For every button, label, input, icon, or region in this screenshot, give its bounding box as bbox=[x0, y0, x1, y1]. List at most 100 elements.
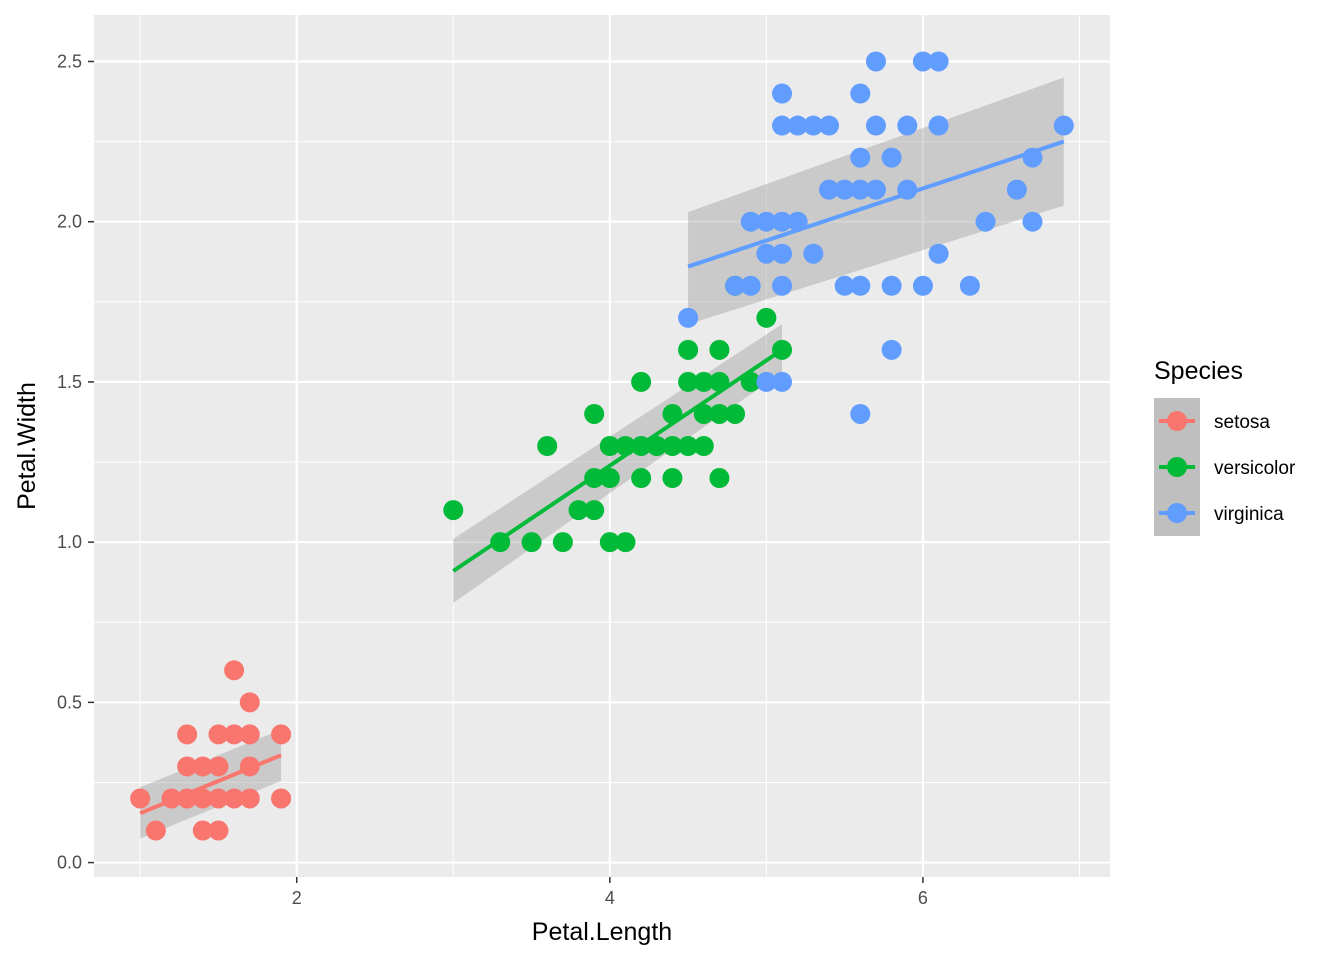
point-versicolor-14 bbox=[631, 371, 652, 392]
point-versicolor-19 bbox=[662, 436, 683, 456]
point-setosa-15 bbox=[224, 788, 245, 809]
y-axis: 0.0 0.5 1.0 1.5 2.0 2.5 bbox=[57, 51, 94, 873]
point-virginica-20 bbox=[834, 275, 855, 296]
legend-label-virginica: virginica bbox=[1214, 504, 1284, 525]
fit-lines bbox=[139, 139, 1065, 816]
point-virginica-2 bbox=[740, 211, 761, 232]
point-virginica-5 bbox=[756, 243, 777, 264]
point-virginica-9 bbox=[772, 211, 793, 232]
point-virginica-13 bbox=[787, 115, 808, 136]
point-virginica-6 bbox=[756, 371, 777, 392]
point-virginica-15 bbox=[803, 115, 824, 136]
point-virginica-11 bbox=[772, 275, 793, 296]
point-setosa-10 bbox=[208, 756, 229, 777]
point-versicolor-13 bbox=[615, 532, 636, 553]
point-versicolor-26 bbox=[693, 436, 714, 456]
point-virginica-21 bbox=[850, 83, 871, 104]
point-versicolor-33 bbox=[740, 371, 761, 392]
point-versicolor-3 bbox=[537, 436, 558, 456]
x-tick-label-0: 2 bbox=[292, 888, 302, 908]
legend-key-point-virginica bbox=[1167, 503, 1187, 523]
point-setosa-17 bbox=[239, 724, 260, 745]
point-setosa-16 bbox=[239, 692, 260, 713]
point-virginica-7 bbox=[772, 83, 793, 104]
point-virginica-1 bbox=[725, 275, 746, 296]
point-setosa-3 bbox=[177, 724, 198, 745]
y-tick-label-2: 1.0 bbox=[57, 532, 82, 552]
point-versicolor-31 bbox=[725, 403, 746, 424]
legend-key-point-setosa bbox=[1167, 411, 1187, 431]
legend-label-setosa: setosa bbox=[1214, 412, 1270, 433]
point-versicolor-29 bbox=[709, 403, 730, 424]
point-versicolor-16 bbox=[631, 468, 652, 489]
point-virginica-25 bbox=[850, 403, 871, 424]
point-virginica-35 bbox=[912, 275, 933, 296]
point-setosa-19 bbox=[239, 788, 260, 809]
point-setosa-7 bbox=[192, 788, 213, 809]
point-setosa-1 bbox=[145, 820, 166, 841]
fit-line-versicolor bbox=[452, 348, 784, 573]
point-virginica-17 bbox=[818, 115, 839, 136]
point-setosa-12 bbox=[208, 820, 229, 841]
point-virginica-30 bbox=[881, 275, 902, 296]
point-virginica-37 bbox=[928, 115, 949, 136]
point-virginica-16 bbox=[803, 243, 824, 264]
x-tick-label-1: 4 bbox=[605, 888, 615, 908]
point-virginica-19 bbox=[834, 179, 855, 200]
point-versicolor-24 bbox=[693, 371, 714, 392]
point-virginica-39 bbox=[959, 275, 980, 296]
point-setosa-13 bbox=[224, 660, 245, 681]
point-versicolor-9 bbox=[599, 436, 620, 456]
point-setosa-21 bbox=[271, 788, 292, 809]
y-tick-label-4: 2.0 bbox=[57, 212, 82, 232]
point-virginica-3 bbox=[740, 275, 761, 296]
point-versicolor-2 bbox=[521, 532, 542, 553]
point-virginica-8 bbox=[772, 115, 793, 136]
point-virginica-29 bbox=[881, 147, 902, 168]
point-versicolor-21 bbox=[678, 339, 699, 360]
point-virginica-22 bbox=[850, 147, 871, 168]
x-axis: 2 4 6 bbox=[292, 877, 928, 908]
point-virginica-31 bbox=[881, 339, 902, 360]
x-axis-title: Petal.Length bbox=[532, 918, 672, 946]
point-setosa-9 bbox=[208, 724, 229, 745]
point-virginica-0 bbox=[678, 307, 699, 328]
point-setosa-11 bbox=[208, 788, 229, 809]
point-versicolor-22 bbox=[678, 371, 699, 392]
legend-label-versicolor: versicolor bbox=[1214, 458, 1296, 479]
y-tick-label-3: 1.5 bbox=[57, 372, 82, 392]
x-tick-label-2: 6 bbox=[918, 888, 928, 908]
y-axis-title: Petal.Width bbox=[13, 382, 41, 510]
point-setosa-6 bbox=[192, 756, 213, 777]
point-virginica-44 bbox=[1053, 115, 1074, 136]
point-virginica-32 bbox=[897, 115, 918, 136]
point-versicolor-5 bbox=[568, 500, 589, 521]
point-virginica-40 bbox=[975, 211, 996, 232]
point-versicolor-0 bbox=[443, 500, 464, 521]
point-virginica-34 bbox=[912, 51, 933, 72]
point-setosa-4 bbox=[177, 756, 198, 777]
point-virginica-4 bbox=[756, 211, 777, 232]
point-virginica-28 bbox=[865, 179, 886, 200]
y-tick-label-1: 0.5 bbox=[57, 692, 82, 712]
fit-line-setosa bbox=[139, 753, 282, 816]
point-virginica-10 bbox=[772, 243, 793, 264]
point-versicolor-11 bbox=[599, 532, 620, 553]
point-versicolor-30 bbox=[709, 468, 730, 489]
point-versicolor-10 bbox=[599, 468, 620, 489]
point-setosa-14 bbox=[224, 724, 245, 745]
point-virginica-43 bbox=[1022, 211, 1043, 232]
point-versicolor-23 bbox=[678, 436, 699, 456]
point-virginica-41 bbox=[1006, 179, 1027, 200]
point-virginica-36 bbox=[928, 51, 949, 72]
point-versicolor-4 bbox=[552, 532, 573, 553]
y-tick-label-5: 2.5 bbox=[57, 51, 82, 71]
point-versicolor-6 bbox=[584, 403, 605, 424]
point-versicolor-17 bbox=[646, 436, 667, 456]
point-versicolor-27 bbox=[709, 339, 730, 360]
point-virginica-26 bbox=[865, 51, 886, 72]
point-setosa-8 bbox=[192, 820, 213, 841]
point-versicolor-34 bbox=[756, 307, 777, 328]
point-virginica-12 bbox=[772, 371, 793, 392]
